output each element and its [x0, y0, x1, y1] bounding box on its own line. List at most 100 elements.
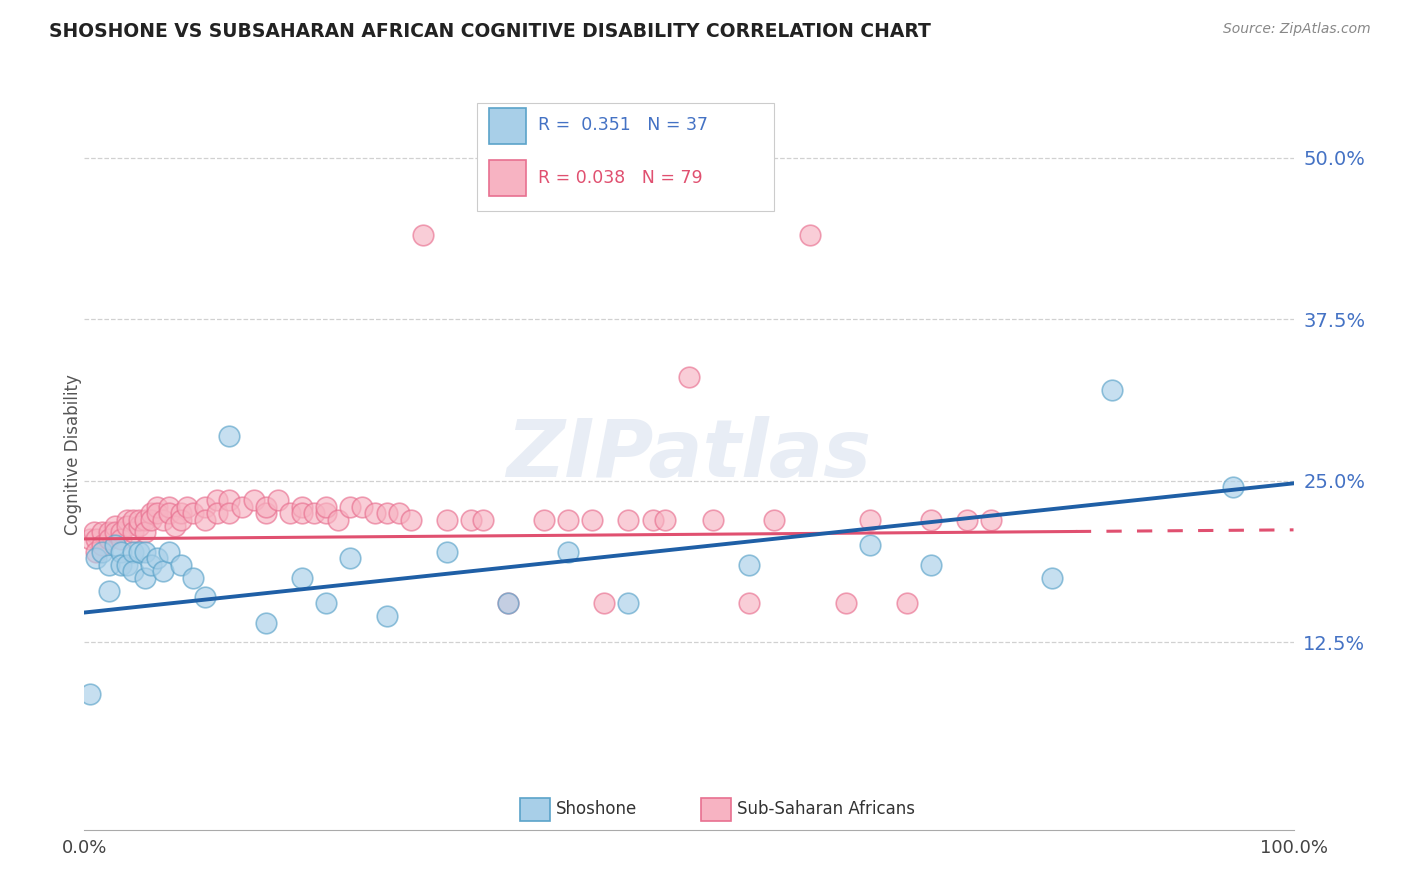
Point	[388, 506, 411, 520]
Point	[678, 370, 700, 384]
Point	[139, 558, 162, 572]
Point	[207, 493, 229, 508]
Bar	[489, 108, 526, 144]
Point	[134, 545, 156, 559]
Point	[86, 545, 108, 559]
Point	[121, 512, 143, 526]
Point	[859, 512, 882, 526]
Point	[97, 525, 120, 540]
Point	[291, 500, 314, 514]
Point	[110, 545, 132, 559]
Point	[375, 609, 398, 624]
Point	[557, 512, 579, 526]
Point	[920, 512, 942, 526]
Point	[104, 538, 127, 552]
Text: Source: ZipAtlas.com: Source: ZipAtlas.com	[1223, 22, 1371, 37]
Point	[641, 512, 664, 526]
Point	[702, 512, 724, 526]
Point	[254, 506, 277, 520]
Point	[104, 519, 127, 533]
Point	[496, 597, 519, 611]
Point	[170, 558, 193, 572]
Point	[859, 538, 882, 552]
Point	[86, 532, 108, 546]
Point	[128, 545, 150, 559]
Point	[315, 506, 337, 520]
Point	[738, 597, 761, 611]
Point	[762, 512, 785, 526]
Point	[115, 558, 138, 572]
Point	[617, 597, 640, 611]
Text: R = 0.038   N = 79: R = 0.038 N = 79	[538, 169, 703, 186]
Point	[1040, 571, 1063, 585]
Point	[194, 512, 217, 526]
Y-axis label: Cognitive Disability: Cognitive Disability	[65, 375, 82, 535]
Point	[91, 545, 114, 559]
Text: R =  0.351   N = 37: R = 0.351 N = 37	[538, 116, 707, 134]
Point	[980, 512, 1002, 526]
Point	[146, 506, 169, 520]
Point	[139, 512, 162, 526]
Point	[436, 545, 458, 559]
Point	[1222, 480, 1244, 494]
Point	[176, 500, 198, 514]
Point	[1101, 384, 1123, 398]
Point	[207, 506, 229, 520]
Point	[496, 597, 519, 611]
Point	[152, 512, 174, 526]
Point	[134, 571, 156, 585]
Point	[291, 506, 314, 520]
Point	[254, 500, 277, 514]
Point	[97, 583, 120, 598]
Point	[170, 512, 193, 526]
Point	[267, 493, 290, 508]
Point	[134, 512, 156, 526]
Point	[121, 525, 143, 540]
Point	[128, 512, 150, 526]
Point	[146, 500, 169, 514]
Point	[460, 512, 482, 526]
Point	[363, 506, 385, 520]
Point	[194, 590, 217, 604]
Point	[86, 551, 108, 566]
Point	[121, 564, 143, 578]
Point	[115, 512, 138, 526]
Point	[231, 500, 253, 514]
Text: ZIPatlas: ZIPatlas	[506, 416, 872, 494]
Point	[110, 558, 132, 572]
Text: Shoshone: Shoshone	[555, 800, 637, 818]
Point	[110, 525, 132, 540]
Point	[79, 532, 101, 546]
Point	[315, 597, 337, 611]
Point	[278, 506, 301, 520]
Point	[79, 687, 101, 701]
Point	[170, 506, 193, 520]
Point	[799, 228, 821, 243]
Point	[436, 512, 458, 526]
Bar	[520, 798, 550, 821]
Point	[83, 525, 105, 540]
Point	[339, 551, 361, 566]
Point	[134, 525, 156, 540]
Point	[110, 532, 132, 546]
Bar	[702, 798, 731, 821]
Point	[412, 228, 434, 243]
Point	[91, 538, 114, 552]
Point	[533, 512, 555, 526]
Point	[328, 512, 350, 526]
Point	[152, 564, 174, 578]
Point	[97, 532, 120, 546]
FancyBboxPatch shape	[478, 103, 773, 211]
Point	[835, 597, 858, 611]
Point	[291, 571, 314, 585]
Point	[956, 512, 979, 526]
Point	[302, 506, 325, 520]
Point	[181, 571, 204, 585]
Point	[115, 519, 138, 533]
Point	[557, 545, 579, 559]
Point	[157, 545, 180, 559]
Point	[654, 512, 676, 526]
Point	[254, 615, 277, 630]
Point	[399, 512, 422, 526]
Point	[920, 558, 942, 572]
